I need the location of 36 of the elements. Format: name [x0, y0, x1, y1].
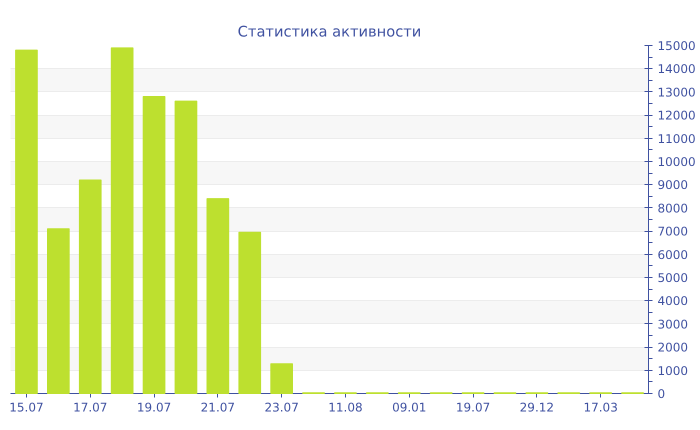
y-tick-label: 13000	[658, 85, 696, 100]
x-tick-label: 21.07	[200, 400, 236, 414]
x-tick-label: 09.01	[392, 400, 426, 414]
bar	[206, 198, 230, 394]
bar	[15, 50, 38, 394]
y-tick-label: 10000	[658, 155, 696, 169]
y-tick-label: 14000	[658, 62, 696, 76]
x-tick-label: 11.08	[328, 400, 363, 414]
y-tick-label: 5000	[658, 271, 688, 285]
bar	[270, 363, 293, 394]
x-tick-label: 19.07	[456, 400, 490, 414]
x-tick-label: 19.07	[136, 400, 172, 414]
y-tick-label: 12000	[658, 108, 696, 123]
y-tick-label: 0	[658, 387, 666, 401]
x-tick-label: 17.03	[583, 400, 618, 414]
x-tick-label: 17.07	[73, 400, 108, 414]
bar	[78, 180, 102, 394]
y-tick-label: 3000	[658, 317, 688, 332]
x-tick-label: 23.07	[264, 400, 299, 414]
x-tick-label: 29.12	[520, 400, 554, 414]
bar	[142, 96, 166, 394]
y-tick-label: 8000	[658, 201, 688, 216]
y-tick-label: 11000	[658, 132, 696, 146]
chart-title: Статистика активности	[238, 24, 422, 40]
bar	[174, 100, 198, 394]
x-tick-label: 15.07	[9, 400, 44, 414]
bar	[238, 232, 262, 394]
y-tick-label: 4000	[658, 294, 688, 308]
bar	[47, 228, 70, 394]
y-tick-label: 6000	[658, 248, 688, 262]
y-tick-label: 1000	[658, 364, 688, 378]
bar	[110, 47, 134, 394]
y-tick-label: 7000	[658, 224, 688, 239]
y-tick-label: 15000	[658, 39, 696, 53]
y-tick-label: 9000	[658, 178, 688, 192]
y-tick-label: 2000	[658, 340, 688, 355]
